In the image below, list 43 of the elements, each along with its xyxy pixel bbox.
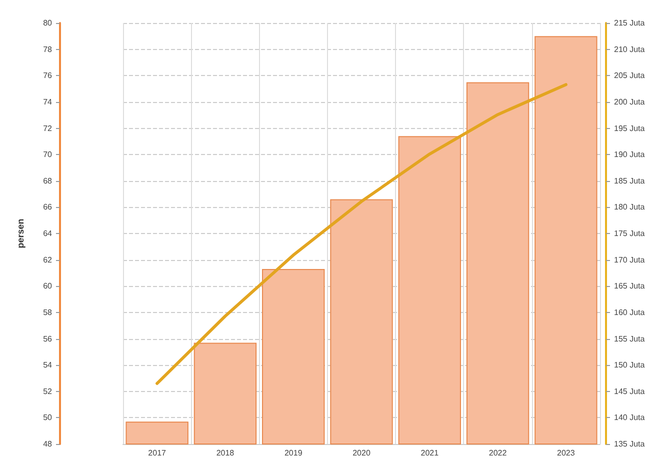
y-tick-label: 78 <box>43 44 53 54</box>
y2-tick-label: 210 Juta <box>614 44 646 54</box>
y2-tick-label: 205 Juta <box>614 71 646 80</box>
y-tick-label: 76 <box>43 71 53 80</box>
y2-tick-label: 155 Juta <box>614 334 646 344</box>
y2-tick-label: 165 Juta <box>614 282 646 291</box>
y2-tick-label: 160 Juta <box>614 308 646 317</box>
x-tick-label: 2017 <box>148 448 167 458</box>
y-tick-label: 74 <box>43 97 53 106</box>
x-tick-label: 2021 <box>420 448 440 458</box>
y-tick-label: 70 <box>43 150 53 160</box>
y2-tick-label: 150 Juta <box>614 360 646 370</box>
y-tick-label: 50 <box>43 413 53 422</box>
y2-tick-label: 190 Juta <box>614 150 646 160</box>
y-tick-label: 66 <box>43 202 53 212</box>
y-tick-label: 48 <box>43 440 53 448</box>
y-tick-label: 72 <box>43 124 53 133</box>
x-tick-label: 2019 <box>284 448 303 458</box>
y-tick-label: 60 <box>43 282 53 291</box>
y2-tick-label: 135 Juta <box>614 440 646 448</box>
x-tick-label: 2023 <box>557 448 576 458</box>
y-tick-label: 58 <box>43 308 53 317</box>
y2-tick-label: 170 Juta <box>614 255 646 264</box>
y-tick-label: 62 <box>43 255 53 264</box>
y-tick-label: 54 <box>43 360 53 370</box>
y2-tick-label: 180 Juta <box>614 202 646 212</box>
x-tick-label: 2020 <box>352 448 371 458</box>
y-tick-label: 80 <box>43 18 53 28</box>
y-tick-label: 64 <box>43 229 53 238</box>
y-tick-label: 56 <box>43 334 53 344</box>
x-tick-label: 2022 <box>488 448 508 458</box>
y2-tick-label: 140 Juta <box>614 413 646 422</box>
y2-tick-label: 175 Juta <box>614 229 646 238</box>
y-tick-label: 68 <box>43 176 53 186</box>
y2-tick-label: 215 Juta <box>614 18 646 28</box>
y2-tick-label: 195 Juta <box>614 124 646 133</box>
y2-tick-label: 185 Juta <box>614 176 646 186</box>
x-tick-label: 2018 <box>216 448 235 458</box>
line-series <box>156 83 568 385</box>
y-tick-label: 52 <box>43 386 53 396</box>
y2-tick-label: 145 Juta <box>614 386 646 396</box>
y-axis-title: persen <box>16 218 26 248</box>
y2-tick-label: 200 Juta <box>614 97 646 106</box>
